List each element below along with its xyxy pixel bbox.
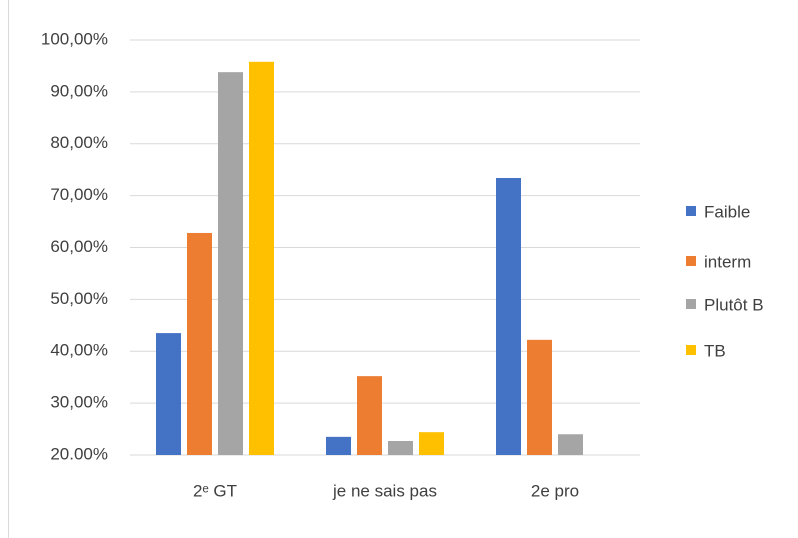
bar: [527, 339, 552, 455]
y-tick-label: 100,00%: [41, 29, 108, 48]
legend-swatch: [686, 299, 696, 309]
legend-label: TB: [704, 341, 726, 360]
bar: [249, 61, 274, 455]
y-tick-label: 60,00%: [50, 237, 108, 256]
bar: [558, 434, 583, 455]
y-tick-label: 80,00%: [50, 133, 108, 152]
bar: [419, 432, 444, 455]
bar: [156, 333, 181, 455]
y-tick-label: 20.00%: [50, 444, 108, 463]
legend-label: interm: [704, 252, 751, 271]
bar: [326, 436, 351, 455]
chart-frame: [8, 0, 798, 538]
x-tick-label: 2ᵉ GT: [193, 481, 237, 500]
legend-label: Plutôt B: [704, 295, 764, 314]
legend-label: Faible: [704, 202, 750, 221]
y-tick-label: 40,00%: [50, 341, 108, 360]
legend-swatch: [686, 256, 696, 266]
y-tick-label: 30,00%: [50, 393, 108, 412]
y-tick-label: 90,00%: [50, 81, 108, 100]
bar: [388, 440, 413, 455]
bar: [357, 376, 382, 455]
y-tick-label: 70,00%: [50, 185, 108, 204]
legend-swatch: [686, 345, 696, 355]
bar: [496, 177, 521, 456]
x-tick-label: 2e pro: [531, 481, 579, 500]
y-tick-label: 50,00%: [50, 289, 108, 308]
bar: [187, 232, 212, 455]
x-tick-label: je ne sais pas: [332, 481, 437, 500]
legend-swatch: [686, 206, 696, 216]
bar: [218, 72, 243, 455]
